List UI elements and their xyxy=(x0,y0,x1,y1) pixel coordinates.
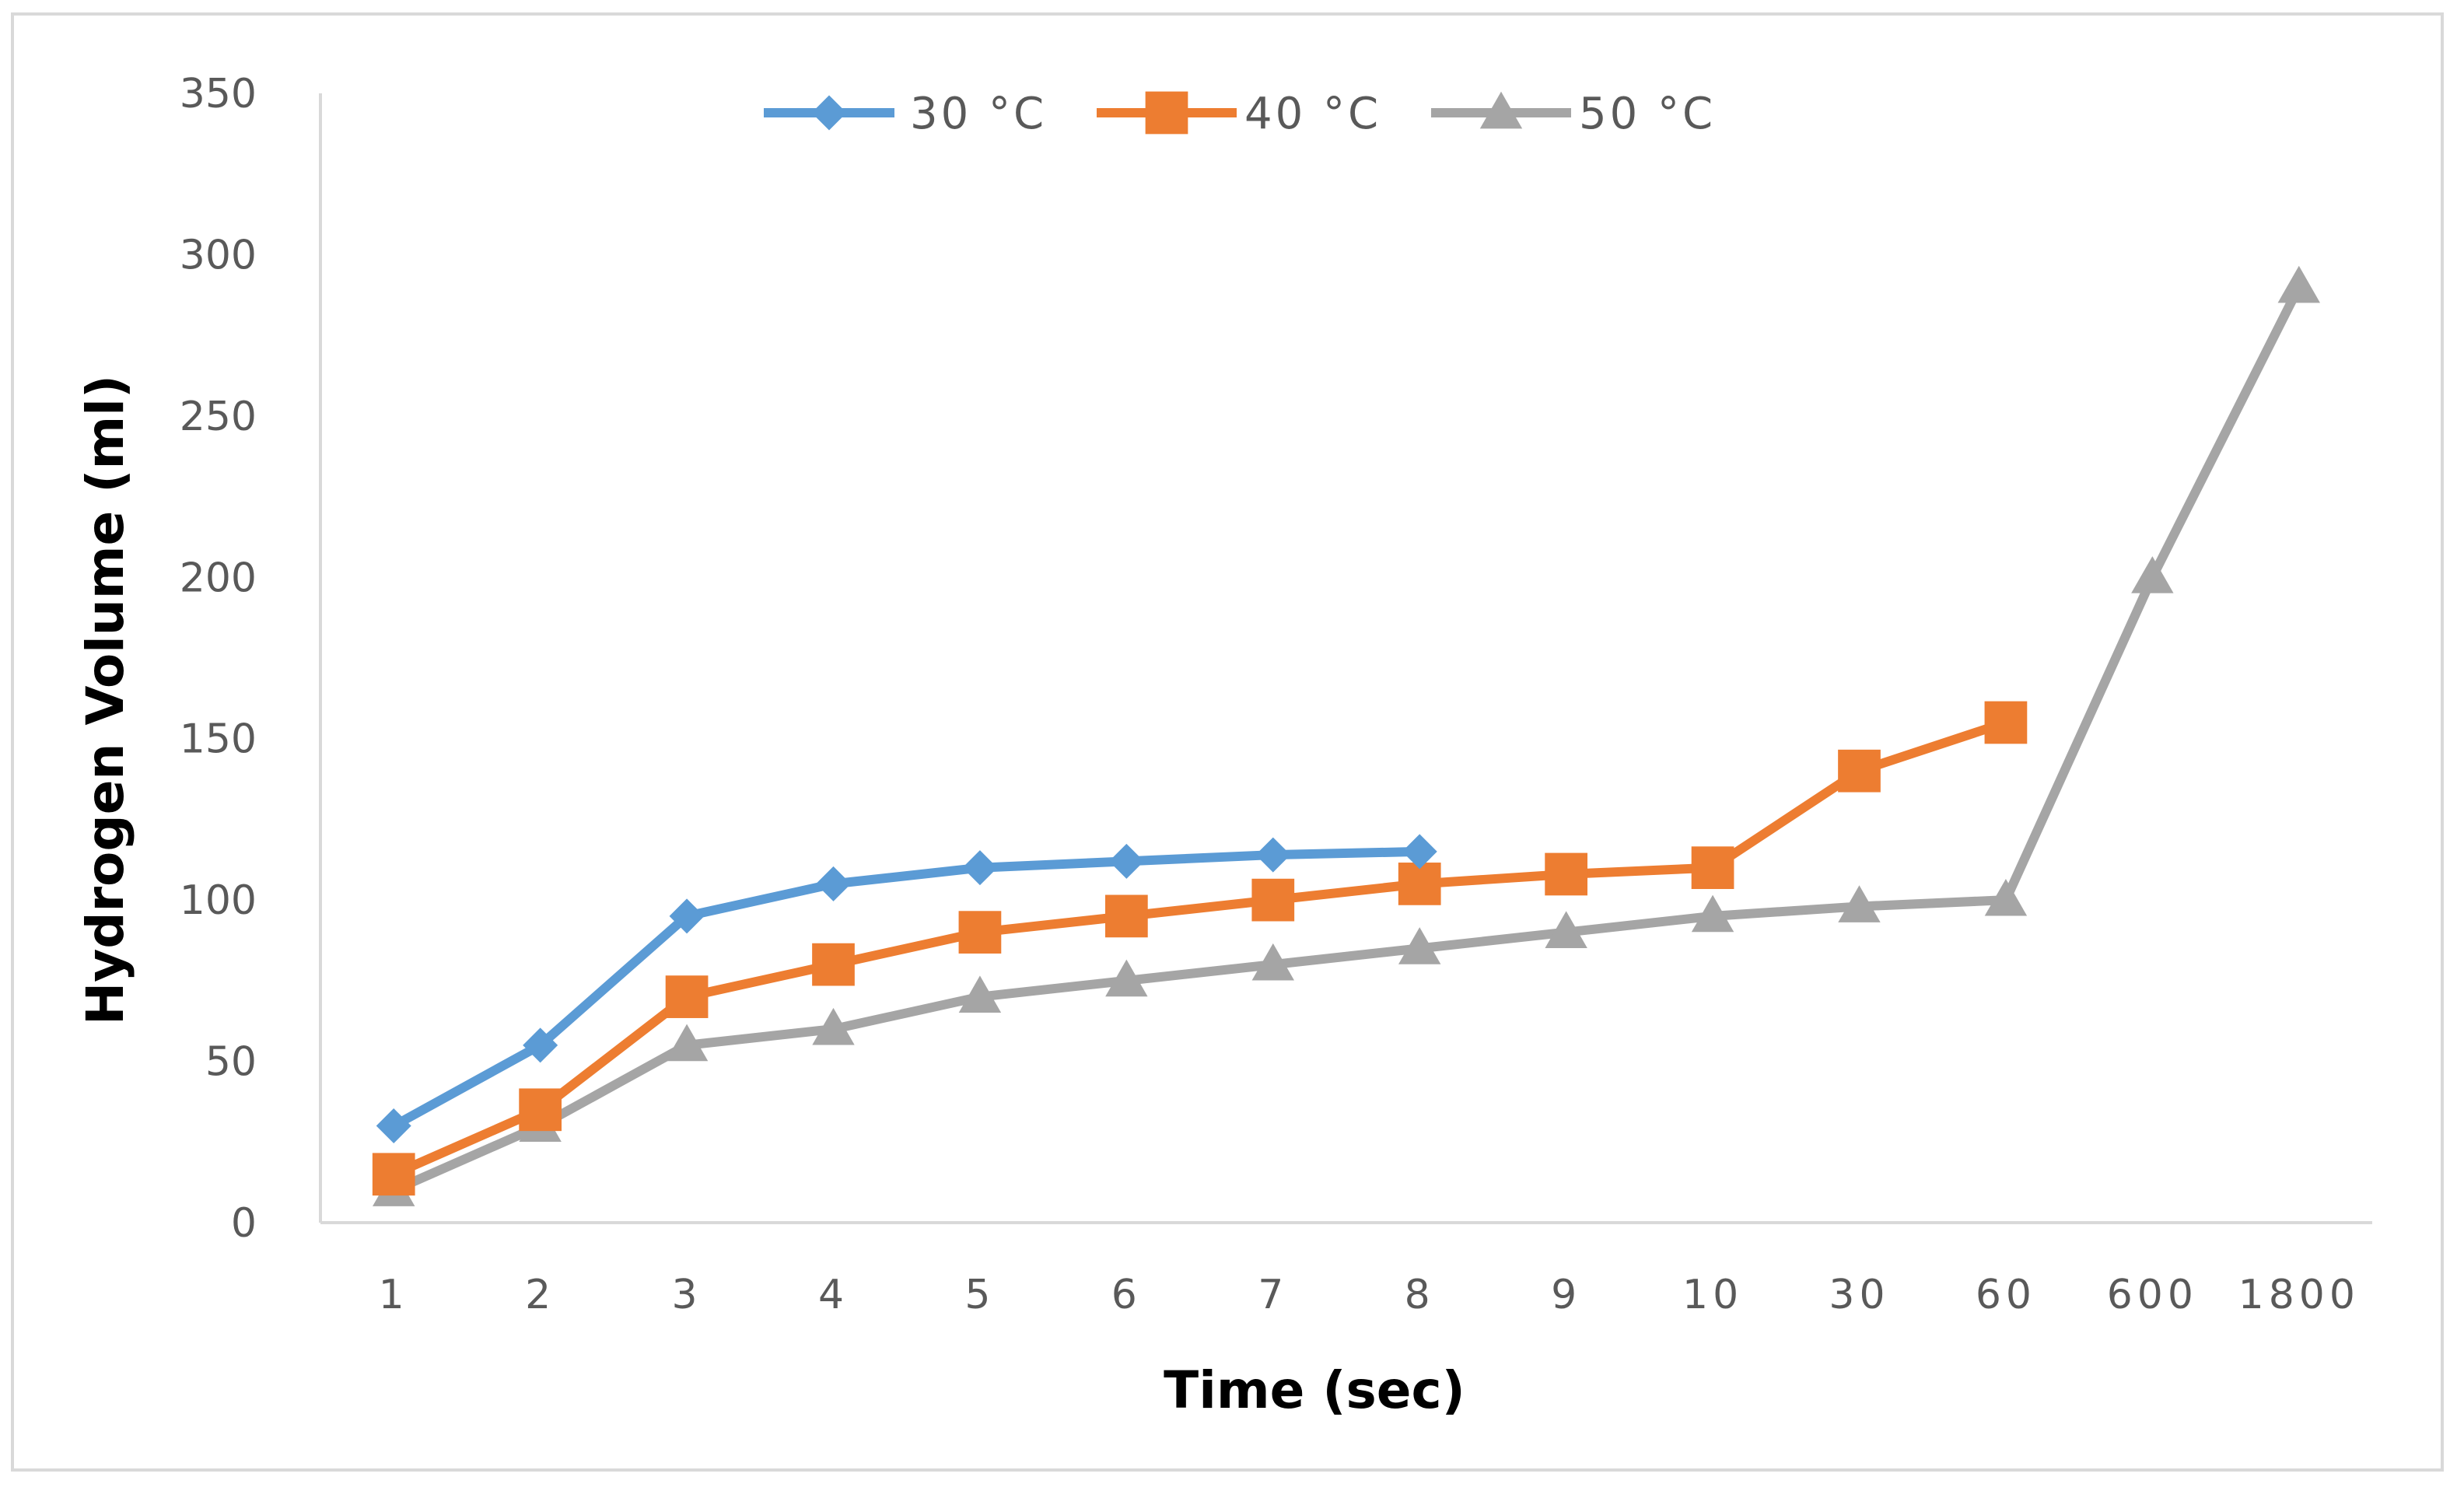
data-point xyxy=(958,975,1002,1013)
data-point xyxy=(523,1027,558,1063)
data-point xyxy=(1251,878,1295,922)
data-point xyxy=(1838,885,1881,922)
series-layer xyxy=(372,265,2320,1206)
data-point xyxy=(1838,749,1881,793)
data-point xyxy=(816,866,851,901)
x-tick-label: 4 xyxy=(818,1272,849,1318)
x-axis-title: Time (sec) xyxy=(1164,1360,1465,1420)
legend-marker xyxy=(811,95,847,131)
data-point xyxy=(958,911,1002,954)
data-point xyxy=(1108,843,1144,879)
y-axis-title: Hydrogen Volume (ml) xyxy=(75,375,135,1025)
data-point xyxy=(669,898,705,934)
data-point xyxy=(812,1007,855,1045)
data-point xyxy=(962,850,998,886)
data-point xyxy=(372,1153,415,1196)
data-point xyxy=(1691,894,1734,933)
legend-marker xyxy=(1145,91,1188,135)
series-line xyxy=(389,846,1425,1131)
y-tick-label: 100 xyxy=(180,877,257,924)
x-axis-ticks: 1 2 3 4 5 6 7 8 9 10 30 60 600 1800 xyxy=(379,1272,2360,1318)
y-tick-label: 0 xyxy=(231,1200,257,1247)
data-point xyxy=(1984,701,2028,744)
series-line xyxy=(389,717,2011,1179)
series-triangle xyxy=(373,265,2320,1206)
legend: 30 °C 40 °C 50 °C xyxy=(764,89,1716,139)
y-tick-label: 50 xyxy=(205,1039,257,1086)
x-tick-label: 6 xyxy=(1111,1272,1142,1318)
data-point xyxy=(665,1024,709,1062)
x-tick-label: 1800 xyxy=(2238,1272,2360,1318)
data-point xyxy=(1105,959,1148,997)
data-point xyxy=(665,975,709,1018)
axes xyxy=(319,93,2372,1224)
data-point xyxy=(519,1088,562,1132)
x-tick-label: 1 xyxy=(379,1272,409,1318)
legend-label: 50 °C xyxy=(1579,89,1716,139)
x-tick-label: 3 xyxy=(672,1272,702,1318)
chart-frame xyxy=(11,12,2444,1472)
x-tick-label: 7 xyxy=(1258,1272,1288,1318)
data-point xyxy=(376,1108,411,1144)
y-tick-label: 350 xyxy=(180,71,257,117)
x-tick-label: 10 xyxy=(1682,1272,1743,1318)
x-tick-label: 30 xyxy=(1829,1272,1889,1318)
series-diamond xyxy=(376,834,1437,1144)
data-point xyxy=(1104,894,1148,938)
data-point xyxy=(1545,852,1588,896)
x-tick-label: 5 xyxy=(964,1272,995,1318)
series-line xyxy=(389,282,2304,1195)
x-tick-label: 8 xyxy=(1405,1272,1435,1318)
data-point xyxy=(1255,837,1291,873)
legend-item: 30 °C xyxy=(764,89,1047,139)
legend-label: 30 °C xyxy=(910,89,1047,139)
data-point xyxy=(812,943,855,986)
legend-item: 40 °C xyxy=(1097,89,1381,139)
legend-item: 50 °C xyxy=(1431,89,1716,139)
y-axis-ticks: 0 50 100 150 200 250 300 350 xyxy=(180,71,257,1247)
y-tick-label: 200 xyxy=(180,555,257,601)
y-tick-label: 300 xyxy=(180,232,257,278)
data-point xyxy=(1545,911,1587,949)
x-tick-label: 60 xyxy=(1976,1272,2036,1318)
data-point xyxy=(1251,943,1294,981)
x-tick-label: 600 xyxy=(2107,1272,2198,1318)
x-tick-label: 2 xyxy=(525,1272,555,1318)
legend-marker xyxy=(1479,91,1523,129)
data-point xyxy=(2277,265,2320,303)
y-tick-label: 150 xyxy=(180,716,257,763)
data-point xyxy=(2131,556,2174,593)
data-point xyxy=(1398,927,1441,964)
data-point xyxy=(1984,878,2028,916)
series-square xyxy=(372,701,2028,1196)
x-tick-label: 9 xyxy=(1551,1272,1581,1318)
y-tick-label: 250 xyxy=(180,394,257,440)
data-point xyxy=(1691,846,1734,890)
data-point xyxy=(1398,863,1441,905)
legend-label: 40 °C xyxy=(1244,89,1381,139)
data-point xyxy=(1402,834,1437,870)
